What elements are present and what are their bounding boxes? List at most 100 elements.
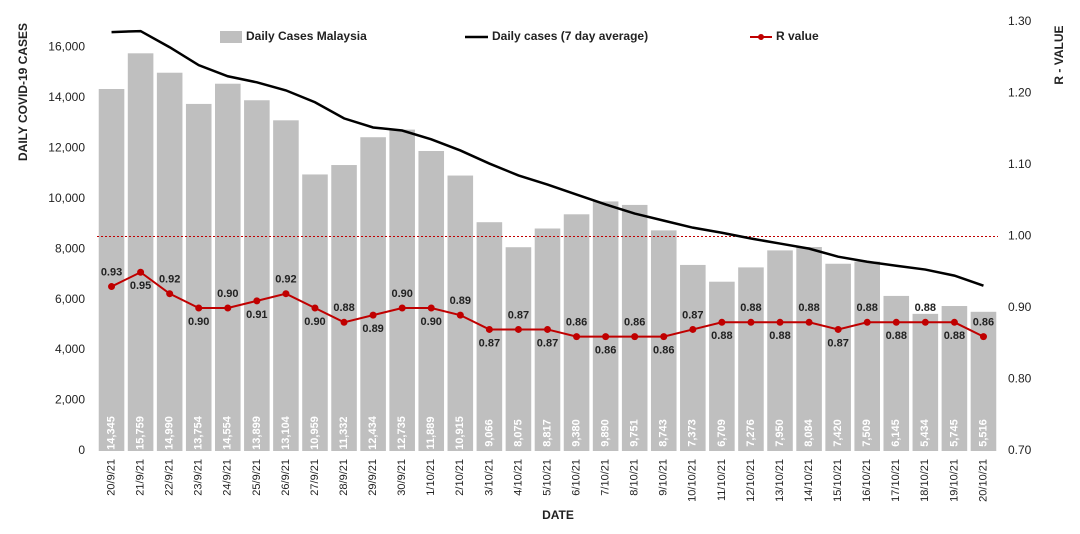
point <box>689 325 697 333</box>
point <box>195 304 203 312</box>
x-tick-label: 5/10/21 <box>541 459 553 496</box>
y-tick-label: 14,000 <box>48 90 85 104</box>
point-value-label: 0.88 <box>711 330 732 342</box>
bar <box>156 72 183 452</box>
bar-value-label: 11,889 <box>425 416 437 449</box>
bar <box>534 228 561 451</box>
bar <box>854 261 880 451</box>
x-tick-label: 27/9/21 <box>309 459 321 496</box>
y-tick-label: 12,000 <box>48 140 85 154</box>
y2-tick-label: 1.20 <box>1008 86 1032 100</box>
point <box>108 283 116 291</box>
bar <box>127 53 154 451</box>
point-value-label: 0.88 <box>798 302 819 314</box>
point-value-label: 0.88 <box>769 330 790 342</box>
bar-value-label: 8,084 <box>803 418 815 446</box>
x-tick-label: 28/9/21 <box>338 459 350 496</box>
point-value-label: 0.88 <box>740 302 761 314</box>
point-value-label: 0.90 <box>188 316 209 328</box>
bar-value-label: 9,380 <box>570 419 582 447</box>
x-tick-label: 19/10/21 <box>948 459 960 502</box>
y2-tick-label: 1.00 <box>1008 229 1032 243</box>
x-tick-label: 30/9/21 <box>396 459 408 496</box>
bar <box>244 100 270 452</box>
legend-label: R value <box>776 29 819 43</box>
bar <box>215 83 241 452</box>
x-tick-label: 15/10/21 <box>832 459 844 502</box>
x-tick-label: 16/10/21 <box>861 459 873 502</box>
bar <box>418 150 445 451</box>
bar <box>680 264 706 451</box>
bar-value-label: 11,332 <box>338 416 350 449</box>
point <box>514 325 522 333</box>
x-tick-label: 29/9/21 <box>367 459 379 496</box>
point <box>718 318 726 326</box>
x-tick-label: 13/10/21 <box>774 459 786 502</box>
point-value-label: 0.90 <box>304 316 325 328</box>
bar <box>796 246 822 451</box>
x-tick-label: 8/10/21 <box>629 459 641 496</box>
legend: Daily Cases Malaysia Daily cases (7 day … <box>220 29 819 43</box>
bar-value-label: 14,345 <box>105 416 117 450</box>
y2-tick-label: 0.80 <box>1008 372 1032 386</box>
bar-value-label: 15,759 <box>135 416 147 450</box>
bar <box>476 222 503 451</box>
bar <box>185 103 212 452</box>
bar <box>331 165 357 452</box>
x-tick-label: 23/9/21 <box>193 459 205 496</box>
legend-swatch <box>758 34 764 40</box>
bar <box>621 204 648 451</box>
y2-tick-label: 0.90 <box>1008 300 1032 314</box>
x-tick-label: 14/10/21 <box>803 459 815 502</box>
bar-value-label: 13,754 <box>193 415 205 450</box>
x-tick-label: 12/10/21 <box>745 459 757 502</box>
bar-value-label: 14,990 <box>164 416 176 450</box>
y-tick-label: 16,000 <box>48 39 85 53</box>
x-tick-label: 17/10/21 <box>890 459 902 502</box>
bar-value-label: 5,745 <box>948 419 960 447</box>
bar-value-label: 9,890 <box>600 419 612 447</box>
bar-value-label: 8,817 <box>541 419 553 447</box>
point <box>282 290 290 298</box>
point <box>137 268 145 276</box>
point <box>979 333 987 341</box>
point-value-label: 0.86 <box>566 317 587 329</box>
y2-tick-label: 0.70 <box>1008 443 1032 457</box>
x-tick-label: 26/9/21 <box>280 459 292 496</box>
bar-value-label: 8,743 <box>658 419 670 447</box>
y-tick-label: 8,000 <box>55 241 85 255</box>
y-tick-label: 4,000 <box>55 342 85 356</box>
legend-label: Daily Cases Malaysia <box>246 29 367 43</box>
point-value-label: 0.88 <box>915 302 936 314</box>
point <box>573 333 581 341</box>
point-value-label: 0.87 <box>479 337 500 349</box>
x-tick-label: 6/10/21 <box>570 459 582 496</box>
y2-tick-label: 1.30 <box>1008 14 1032 28</box>
point <box>863 318 871 326</box>
bar-value-label: 14,554 <box>222 415 234 450</box>
point <box>398 304 406 312</box>
point <box>805 318 813 326</box>
point <box>456 311 464 319</box>
bar <box>912 313 939 451</box>
bar-value-label: 6,709 <box>716 419 728 447</box>
bar-value-label: 13,899 <box>251 416 263 450</box>
bar-value-label: 13,104 <box>280 415 292 450</box>
point <box>834 325 842 333</box>
bar <box>273 120 299 451</box>
point-value-label: 0.88 <box>333 302 354 314</box>
y2-tick-label: 1.10 <box>1008 157 1032 171</box>
bar-value-label: 5,516 <box>977 419 989 447</box>
bar <box>709 281 735 451</box>
bar-value-label: 6,145 <box>890 419 902 447</box>
point <box>892 318 900 326</box>
x-tick-label: 22/9/21 <box>164 459 176 496</box>
point <box>921 318 929 326</box>
point <box>427 304 435 312</box>
point <box>602 333 610 341</box>
point <box>631 333 639 341</box>
x-tick-label: 9/10/21 <box>658 459 670 496</box>
point-value-label: 0.88 <box>944 330 965 342</box>
y-axis-title: DAILY COVID-19 CASES <box>16 23 30 161</box>
